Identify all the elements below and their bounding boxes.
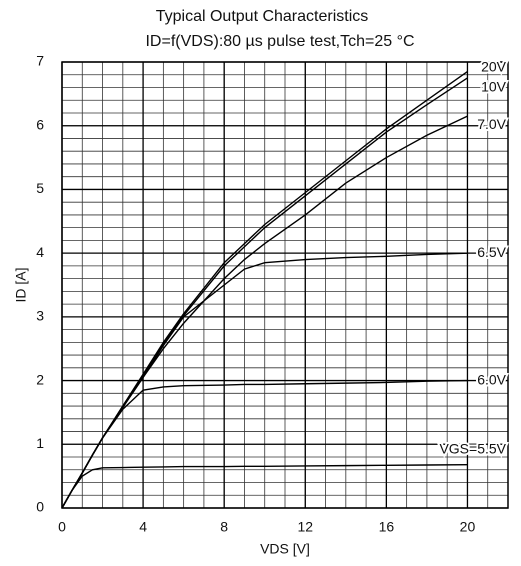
series-label: 6.0V — [477, 371, 506, 387]
x-tick-label: 20 — [460, 519, 476, 535]
y-axis-label: ID [A] — [13, 267, 29, 302]
chart-subtitle: ID=f(VDS):80 µs pulse test,Tch=25 °C — [145, 33, 414, 50]
y-tick-label: 2 — [36, 371, 44, 387]
y-tick-label: 0 — [36, 499, 44, 515]
series-label: VGS=5.5V — [439, 440, 506, 456]
y-tick-label: 1 — [36, 435, 44, 451]
y-tick-label: 3 — [36, 308, 44, 324]
x-tick-label: 16 — [379, 519, 395, 535]
series-label: 6.5V — [477, 244, 506, 260]
y-tick-label: 5 — [36, 180, 44, 196]
y-tick-label: 4 — [36, 244, 44, 260]
series-line — [61, 463, 468, 509]
series-label: 10V — [481, 79, 507, 95]
y-tick-label: 7 — [36, 53, 44, 69]
series-label: 20V — [481, 58, 507, 74]
chart-title: Typical Output Characteristics — [156, 8, 369, 25]
x-tick-label: 4 — [139, 519, 147, 535]
x-axis-label: VDS [V] — [260, 541, 310, 557]
x-tick-label: 12 — [297, 519, 313, 535]
x-tick-label: 0 — [58, 519, 66, 535]
x-tick-label: 8 — [220, 519, 228, 535]
y-tick-label: 6 — [36, 116, 44, 132]
series-label: 7.0V — [477, 116, 506, 132]
series-line — [61, 379, 468, 509]
plot-frame — [61, 61, 509, 509]
